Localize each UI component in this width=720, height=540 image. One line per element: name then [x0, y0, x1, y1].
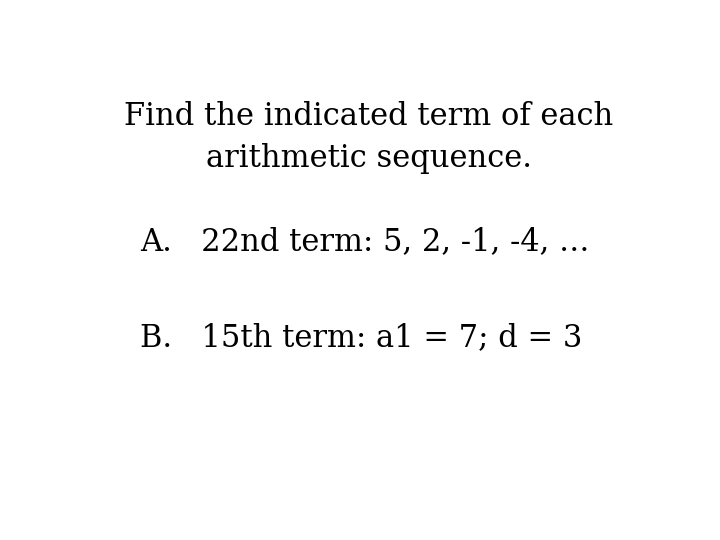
- Text: A.   22nd term: 5, 2, -1, -4, …: A. 22nd term: 5, 2, -1, -4, …: [140, 226, 590, 257]
- Text: arithmetic sequence.: arithmetic sequence.: [206, 143, 532, 174]
- Text: Find the indicated term of each: Find the indicated term of each: [125, 102, 613, 132]
- Text: B.   15th term: a1 = 7; d = 3: B. 15th term: a1 = 7; d = 3: [140, 322, 582, 353]
